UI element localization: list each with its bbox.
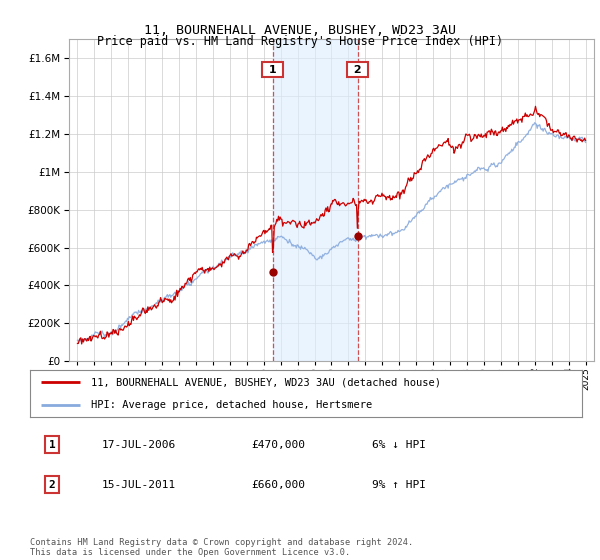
- Text: £470,000: £470,000: [251, 440, 305, 450]
- Text: HPI: Average price, detached house, Hertsmere: HPI: Average price, detached house, Hert…: [91, 400, 372, 410]
- Text: 11, BOURNEHALL AVENUE, BUSHEY, WD23 3AU: 11, BOURNEHALL AVENUE, BUSHEY, WD23 3AU: [144, 24, 456, 36]
- Text: 2: 2: [350, 64, 365, 74]
- Bar: [273, 39, 358, 361]
- Text: 11, BOURNEHALL AVENUE, BUSHEY, WD23 3AU (detached house): 11, BOURNEHALL AVENUE, BUSHEY, WD23 3AU …: [91, 377, 441, 388]
- Text: 17-JUL-2006: 17-JUL-2006: [102, 440, 176, 450]
- Text: 1: 1: [265, 64, 281, 74]
- Text: 1: 1: [49, 440, 55, 450]
- Text: Contains HM Land Registry data © Crown copyright and database right 2024.
This d: Contains HM Land Registry data © Crown c…: [30, 538, 413, 557]
- Text: 15-JUL-2011: 15-JUL-2011: [102, 479, 176, 489]
- Text: Price paid vs. HM Land Registry's House Price Index (HPI): Price paid vs. HM Land Registry's House …: [97, 35, 503, 48]
- Text: 6% ↓ HPI: 6% ↓ HPI: [372, 440, 426, 450]
- Text: 2: 2: [49, 479, 55, 489]
- Text: £660,000: £660,000: [251, 479, 305, 489]
- Text: 9% ↑ HPI: 9% ↑ HPI: [372, 479, 426, 489]
